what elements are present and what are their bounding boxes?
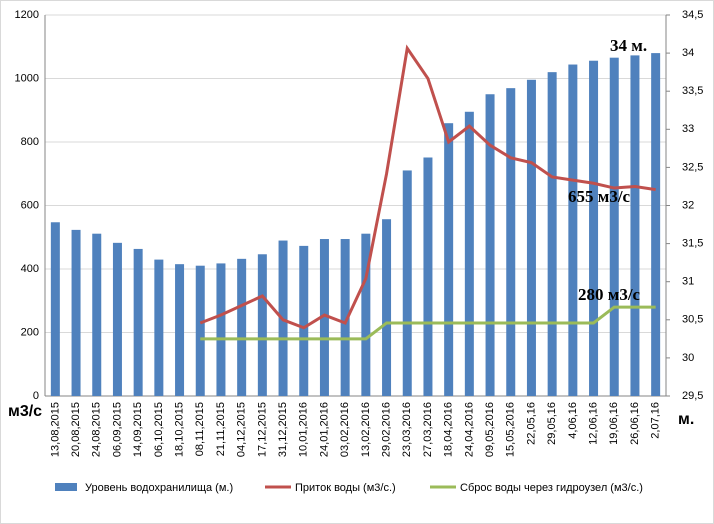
- bar: [506, 88, 516, 396]
- x-tick-label: 06,09,2015: [111, 402, 123, 457]
- x-tick-label: 17,12,2015: [256, 402, 268, 457]
- y2-tick-label: 31: [682, 276, 694, 288]
- bar: [175, 264, 185, 396]
- x-tick-label: 03,02,2016: [339, 402, 351, 457]
- y2-axis-label: м.: [678, 411, 694, 428]
- x-tick-label: 24,08,2015: [91, 402, 103, 457]
- x-tick-label: 04,12,2015: [236, 402, 248, 457]
- x-tick-label: 31,12,2015: [277, 402, 289, 457]
- x-tick-label: 26,06,16: [629, 402, 641, 445]
- bar: [195, 265, 205, 396]
- bar: [444, 123, 454, 396]
- bar: [257, 254, 267, 396]
- legend-swatch: [55, 483, 77, 491]
- y-tick-label: 0: [33, 390, 39, 402]
- y-tick-label: 600: [21, 199, 39, 211]
- y2-tick-label: 34,5: [682, 9, 703, 21]
- x-tick-label: 29,05,16: [546, 402, 558, 445]
- y2-tick-label: 32: [682, 199, 694, 211]
- bar: [464, 111, 474, 397]
- x-tick-label: 23,03,2016: [401, 402, 413, 457]
- x-tick-label: 18,10,2015: [173, 402, 185, 457]
- bar: [361, 233, 371, 396]
- bar: [402, 170, 412, 396]
- bar: [382, 219, 392, 396]
- annotation: 280 м3/с: [578, 285, 641, 304]
- y2-tick-label: 29,5: [682, 390, 703, 402]
- x-tick-label: 21,11,2015: [215, 402, 227, 456]
- bar: [423, 157, 433, 396]
- x-tick-label: 20,08,2015: [70, 402, 82, 457]
- x-tick-label: 18,04,2016: [443, 402, 455, 457]
- legend-label: Сброс воды через гидроузел (м3/с.): [460, 482, 643, 494]
- x-tick-label: 4,06,16: [567, 402, 579, 439]
- bar: [71, 229, 81, 396]
- bar: [237, 258, 247, 396]
- bar: [299, 245, 309, 396]
- bar: [133, 248, 143, 396]
- x-tick-label: 29,02,2016: [380, 402, 392, 457]
- x-tick-label: 15,05,2016: [505, 402, 517, 457]
- y2-tick-label: 30: [682, 352, 694, 364]
- bar: [92, 233, 102, 396]
- y2-tick-label: 32,5: [682, 161, 703, 173]
- y-tick-label: 1200: [15, 9, 39, 21]
- x-tick-label: 10,01,2016: [298, 402, 310, 457]
- y2-tick-label: 34: [682, 47, 694, 59]
- y2-tick-label: 31,5: [682, 238, 703, 250]
- y-tick-label: 200: [21, 326, 39, 338]
- bar: [526, 79, 536, 397]
- x-tick-label: 13,02,2016: [360, 402, 372, 457]
- y-tick-label: 1000: [15, 72, 39, 84]
- x-tick-label: 24,01,2016: [318, 402, 330, 457]
- bar: [589, 60, 599, 396]
- bar: [485, 94, 495, 397]
- bar: [651, 53, 661, 396]
- legend-label: Приток воды (м3/с.): [295, 482, 396, 494]
- bar: [154, 259, 164, 396]
- y2-tick-label: 30,5: [682, 314, 703, 326]
- x-tick-label: 27,03,2016: [422, 402, 434, 457]
- bar: [568, 64, 578, 396]
- annotation: 655 м3/с: [568, 187, 631, 206]
- bar: [50, 222, 60, 396]
- y-tick-label: 400: [21, 263, 39, 275]
- line: [200, 305, 656, 341]
- bar: [609, 57, 619, 397]
- x-tick-label: 22,05,16: [525, 402, 537, 445]
- y-tick-label: 800: [21, 136, 39, 148]
- x-tick-label: 09,05,2016: [484, 402, 496, 457]
- bar: [547, 72, 557, 397]
- bar: [630, 55, 640, 397]
- x-tick-label: 14,09,2015: [132, 402, 144, 457]
- x-tick-label: 24,04,2016: [463, 402, 475, 457]
- bar: [216, 263, 226, 396]
- x-tick-label: 2,07,16: [650, 402, 662, 439]
- x-tick-label: 12,06,16: [587, 402, 599, 445]
- legend-label: Уровень водохранилища (м.): [85, 482, 233, 494]
- bar: [112, 242, 122, 396]
- y-axis-label: м3/с: [8, 403, 42, 420]
- y2-tick-label: 33,5: [682, 85, 703, 97]
- x-tick-label: 19,06,16: [608, 402, 620, 445]
- y2-tick-label: 33: [682, 123, 694, 135]
- bar: [340, 239, 350, 396]
- annotation: 34 м.: [610, 36, 647, 55]
- x-tick-label: 06,10,2015: [153, 402, 165, 457]
- x-tick-label: 13,08,2015: [49, 402, 61, 457]
- bar: [319, 239, 329, 396]
- line: [199, 44, 656, 330]
- x-tick-label: 08,11,2015: [194, 402, 206, 456]
